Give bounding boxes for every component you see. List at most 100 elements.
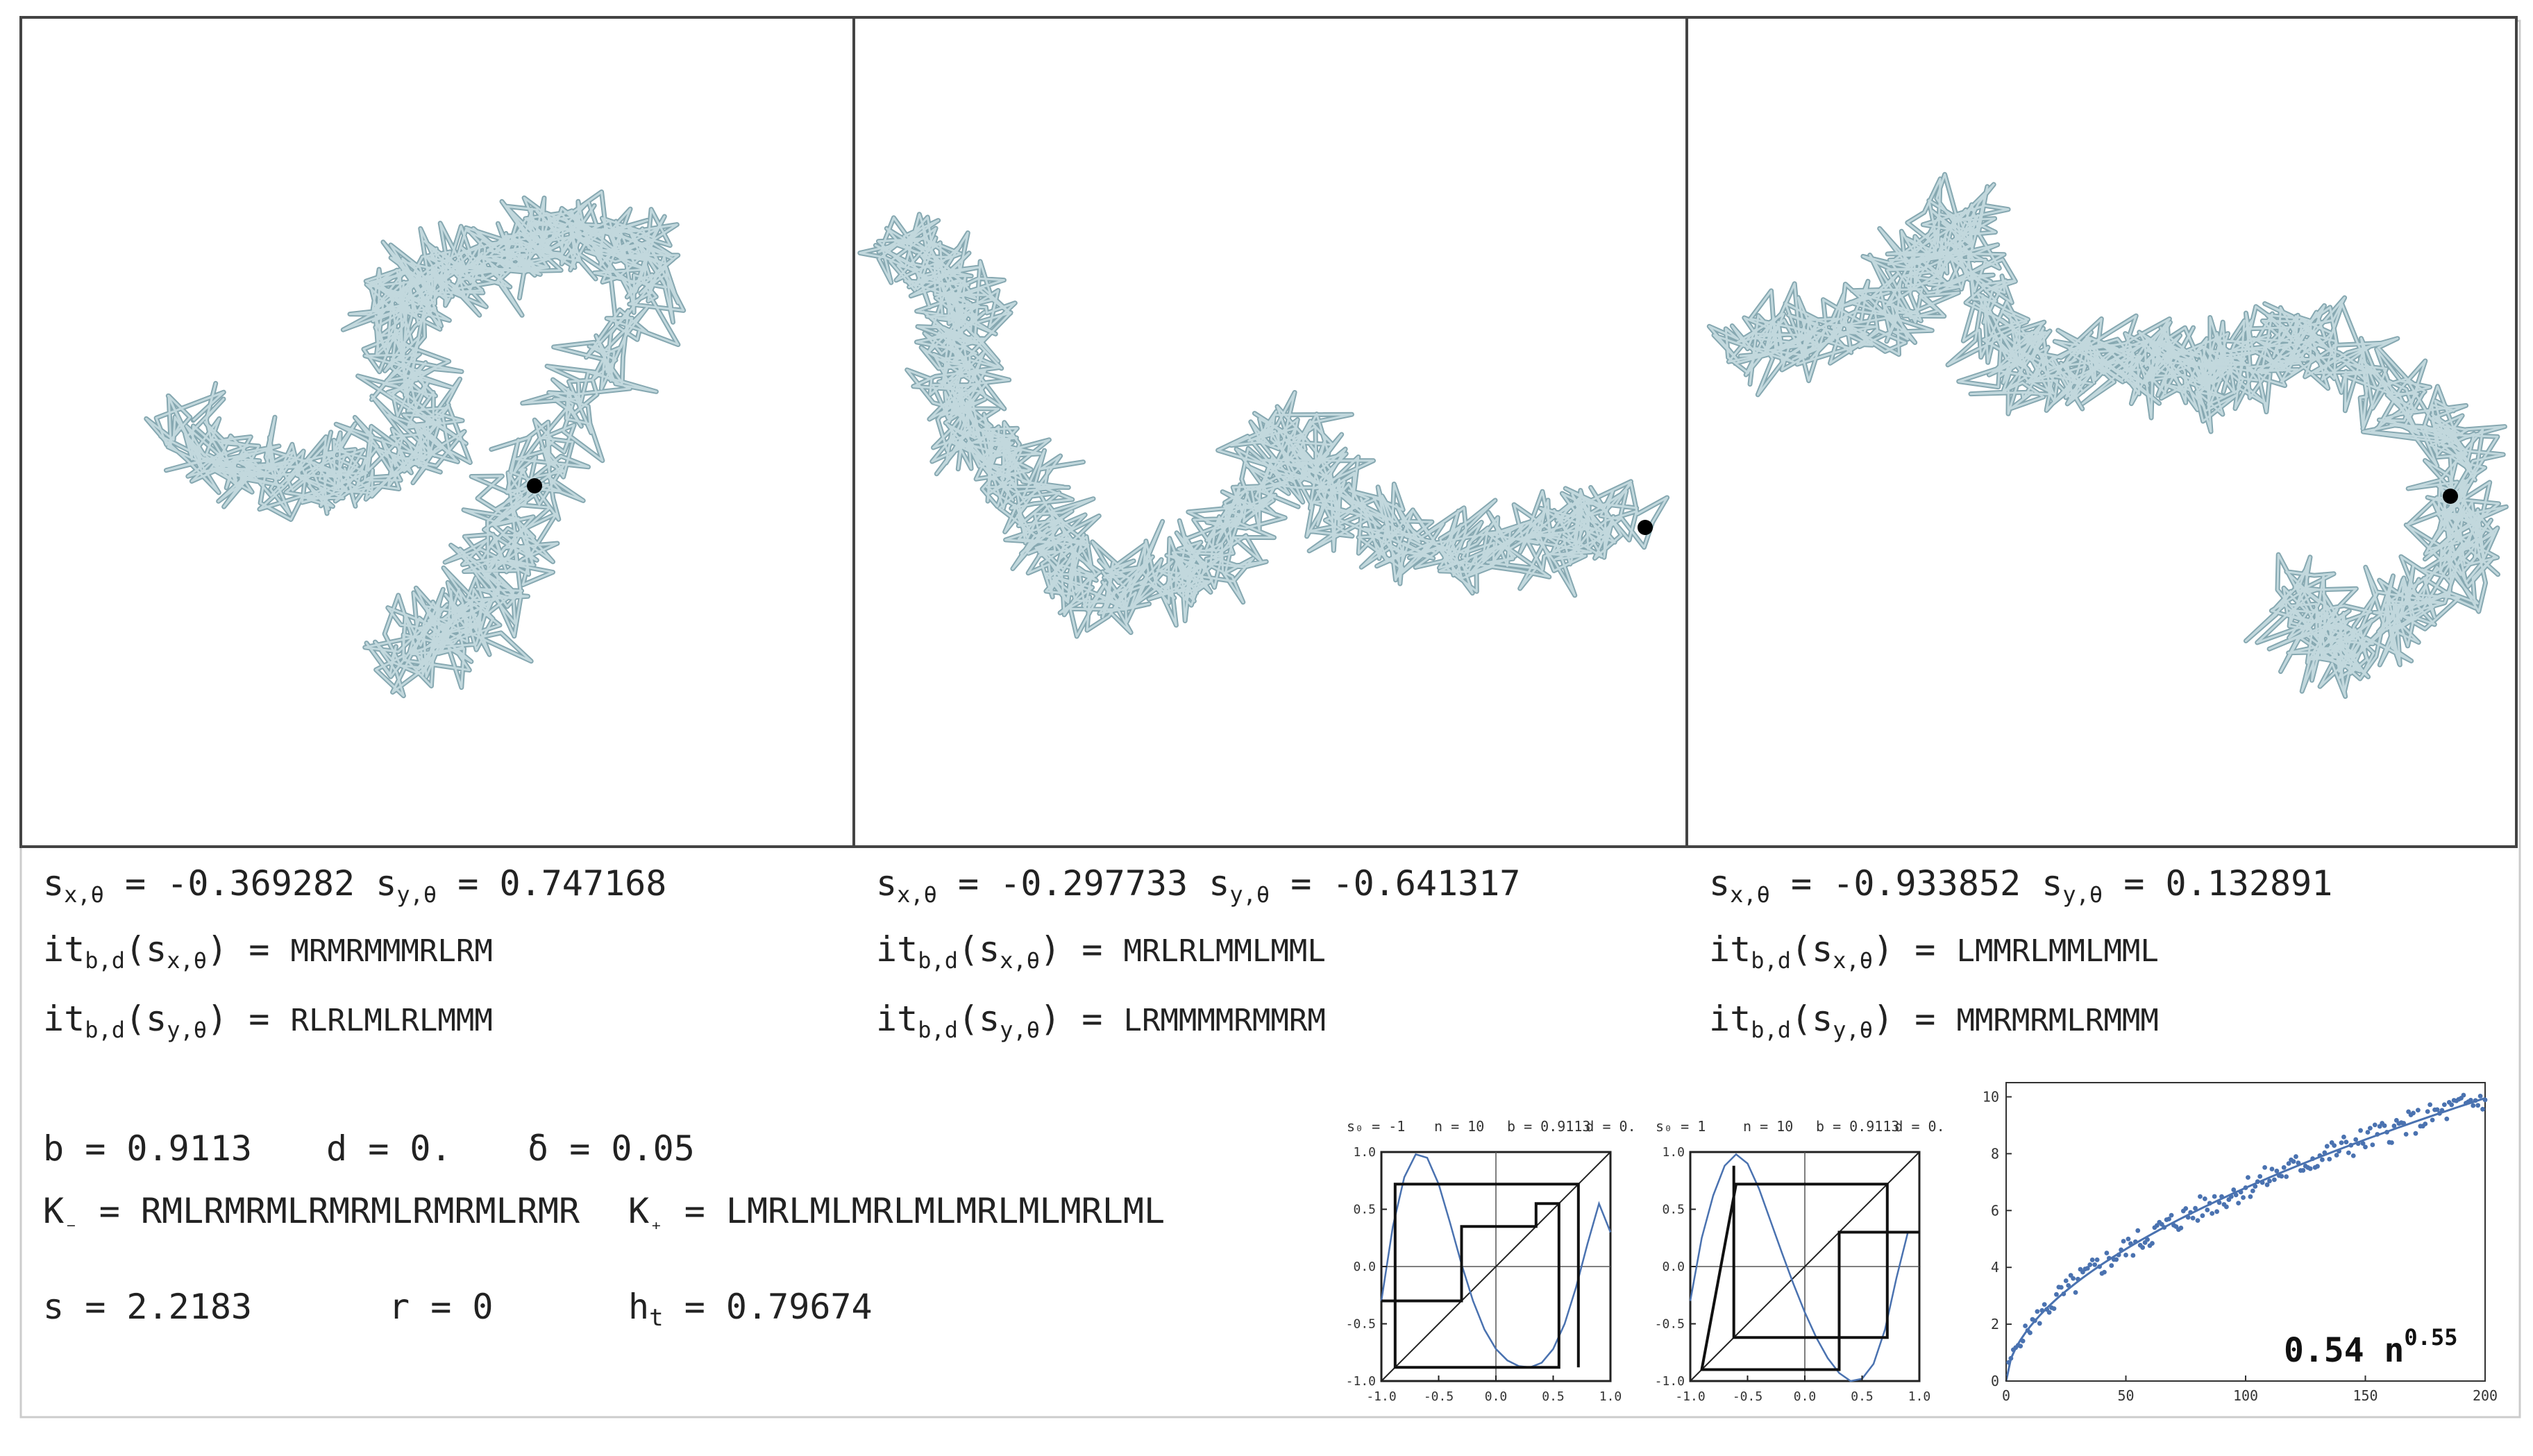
scatter-point — [2212, 1194, 2217, 1199]
scatter-point — [2214, 1209, 2220, 1214]
scatter-point — [2051, 1306, 2057, 1312]
scatter-point — [2346, 1150, 2351, 1156]
scatter-point — [2126, 1236, 2131, 1242]
scatter-point — [2166, 1217, 2172, 1221]
walk-path-highlight — [859, 213, 1669, 638]
scatter-point — [2411, 1110, 2416, 1116]
scatter-point — [2104, 1251, 2110, 1255]
scatter-point — [2150, 1241, 2155, 1246]
scatter-point — [2183, 1205, 2189, 1211]
cobweb-y-tick-label: 1.0 — [1662, 1145, 1685, 1160]
kminus-param: K₋ = RMLRMRMLRMRMLRMRMLRMR — [43, 1191, 580, 1236]
scatter-point — [2372, 1122, 2378, 1128]
cobweb-header-label: n = 10 — [1434, 1118, 1484, 1135]
scatter-point — [2257, 1174, 2263, 1179]
scatter-point — [2193, 1205, 2198, 1211]
s-param: s = 2.2183 — [43, 1287, 252, 1327]
panel-2-itinerary-y: itb,d(sy,θ) = LRMMMMRMMRM — [876, 999, 1326, 1043]
scatter-point — [2441, 1102, 2447, 1108]
scatter-point — [2403, 1131, 2409, 1137]
cobweb-y-tick-label: -0.5 — [1655, 1317, 1685, 1332]
walk-path-highlight — [1708, 173, 2507, 697]
scatter-point — [2423, 1121, 2428, 1126]
cobweb-x-tick-label: -1.0 — [1366, 1389, 1396, 1404]
scatter-point — [2114, 1257, 2119, 1262]
cobweb-x-tick-label: -1.0 — [1675, 1389, 1705, 1404]
scatter-point — [2085, 1266, 2090, 1271]
scatter-y-tick-label: 8 — [1991, 1145, 1999, 1162]
scatter-point — [2272, 1177, 2277, 1183]
scatter-point — [2477, 1093, 2483, 1099]
scatter-point — [2370, 1142, 2375, 1147]
scatter-point — [2291, 1159, 2296, 1164]
scatter-fit-chart: 0 50 100 150 200 0 2 4 6 8 10 0.54 n0.55 — [1983, 1082, 2498, 1404]
random-walk-2 — [857, 212, 1670, 639]
cobweb-y-tick-label: -1.0 — [1346, 1374, 1376, 1389]
scatter-point — [2066, 1283, 2071, 1288]
scatter-point — [2427, 1102, 2433, 1108]
scatter-point — [2130, 1253, 2136, 1258]
scatter-point — [2205, 1208, 2210, 1212]
scatter-point — [2037, 1321, 2042, 1326]
panel-text-block: sx,θ = -0.369282 sy,θ = 0.747168 itb,d(sx… — [43, 863, 2332, 1043]
scatter-point — [2365, 1130, 2371, 1135]
cobweb-x-tick-label: 1.0 — [1599, 1389, 1622, 1404]
scatter-point — [2341, 1134, 2346, 1140]
scatter-point — [2073, 1289, 2078, 1295]
scatter-point — [2224, 1204, 2229, 1210]
scatter-point — [2018, 1344, 2023, 1348]
scatter-y-tick-label: 6 — [1991, 1202, 1999, 1219]
scatter-point — [2135, 1228, 2141, 1233]
cobweb-header-label: s₀ = -1 — [1347, 1118, 1405, 1135]
cobweb-y-tick-label: -1.0 — [1655, 1374, 1685, 1389]
cobweb-header-label: n = 10 — [1743, 1118, 1793, 1135]
kplus-param: K₊ = LMRLMLMRLMLMRLMLMRLML — [628, 1191, 1165, 1236]
random-walk-1 — [144, 189, 687, 699]
scatter-y-tick-label: 0 — [1991, 1373, 1999, 1389]
scatter-point — [2391, 1124, 2397, 1128]
scatter-x-tick-label: 100 — [2233, 1387, 2258, 1404]
random-walk-3 — [1706, 171, 2509, 699]
parameter-block: b = 0.9113 d = 0. δ = 0.05 K₋ = RMLRMRML… — [43, 1128, 1165, 1332]
scatter-point — [2279, 1174, 2284, 1179]
cobweb-x-tick-label: 0.5 — [1542, 1389, 1565, 1404]
panel-3-start-values: sx,θ = -0.933852 sy,θ = 0.132891 — [1709, 863, 2332, 908]
scatter-x-tick-label: 0 — [2002, 1387, 2010, 1404]
scatter-point — [2449, 1102, 2455, 1108]
scatter-point — [2480, 1106, 2485, 1112]
scatter-point — [2444, 1116, 2450, 1121]
scatter-point — [2246, 1175, 2250, 1180]
scatter-point — [2320, 1157, 2325, 1162]
panel-1-itinerary-x: itb,d(sx,θ) = MRMRMMMRLRM — [43, 929, 493, 974]
cobweb-header-label: d = 0. — [1585, 1118, 1635, 1135]
scatter-point — [2042, 1302, 2047, 1307]
scatter-point — [2169, 1212, 2174, 1218]
scatter-point — [2281, 1165, 2287, 1170]
walk-end-point — [2443, 489, 2458, 504]
scatter-point — [2269, 1167, 2275, 1171]
scatter-point — [2202, 1196, 2207, 1201]
scatter-y-tick-label: 4 — [1991, 1259, 1999, 1276]
cobweb-x-tick-label: 0.0 — [1485, 1389, 1508, 1404]
scatter-point — [2094, 1257, 2100, 1262]
scatter-point — [2416, 1108, 2421, 1112]
scatter-point — [2334, 1153, 2339, 1158]
panel-1-start-values: sx,θ = -0.369282 sy,θ = 0.747168 — [43, 863, 666, 908]
cobweb-header-label: b = 0.9113 — [1816, 1118, 1899, 1135]
scatter-point — [2358, 1128, 2364, 1133]
scatter-point — [2300, 1168, 2306, 1173]
walk-path-highlight — [145, 191, 685, 697]
scatter-x-tick-label: 150 — [2353, 1387, 2378, 1404]
cobweb-header-label: s₀ = 1 — [1656, 1118, 1706, 1135]
scatter-point — [2198, 1194, 2203, 1199]
cobweb-diagonal — [1381, 1151, 1611, 1382]
cobweb-y-tick-label: 0.0 — [1353, 1260, 1376, 1274]
scatter-point — [2471, 1103, 2476, 1108]
cobweb-staircase — [1700, 1165, 1919, 1371]
scatter-point — [2190, 1215, 2196, 1221]
scatter-point — [2264, 1182, 2270, 1187]
scatter-point — [2089, 1258, 2095, 1262]
